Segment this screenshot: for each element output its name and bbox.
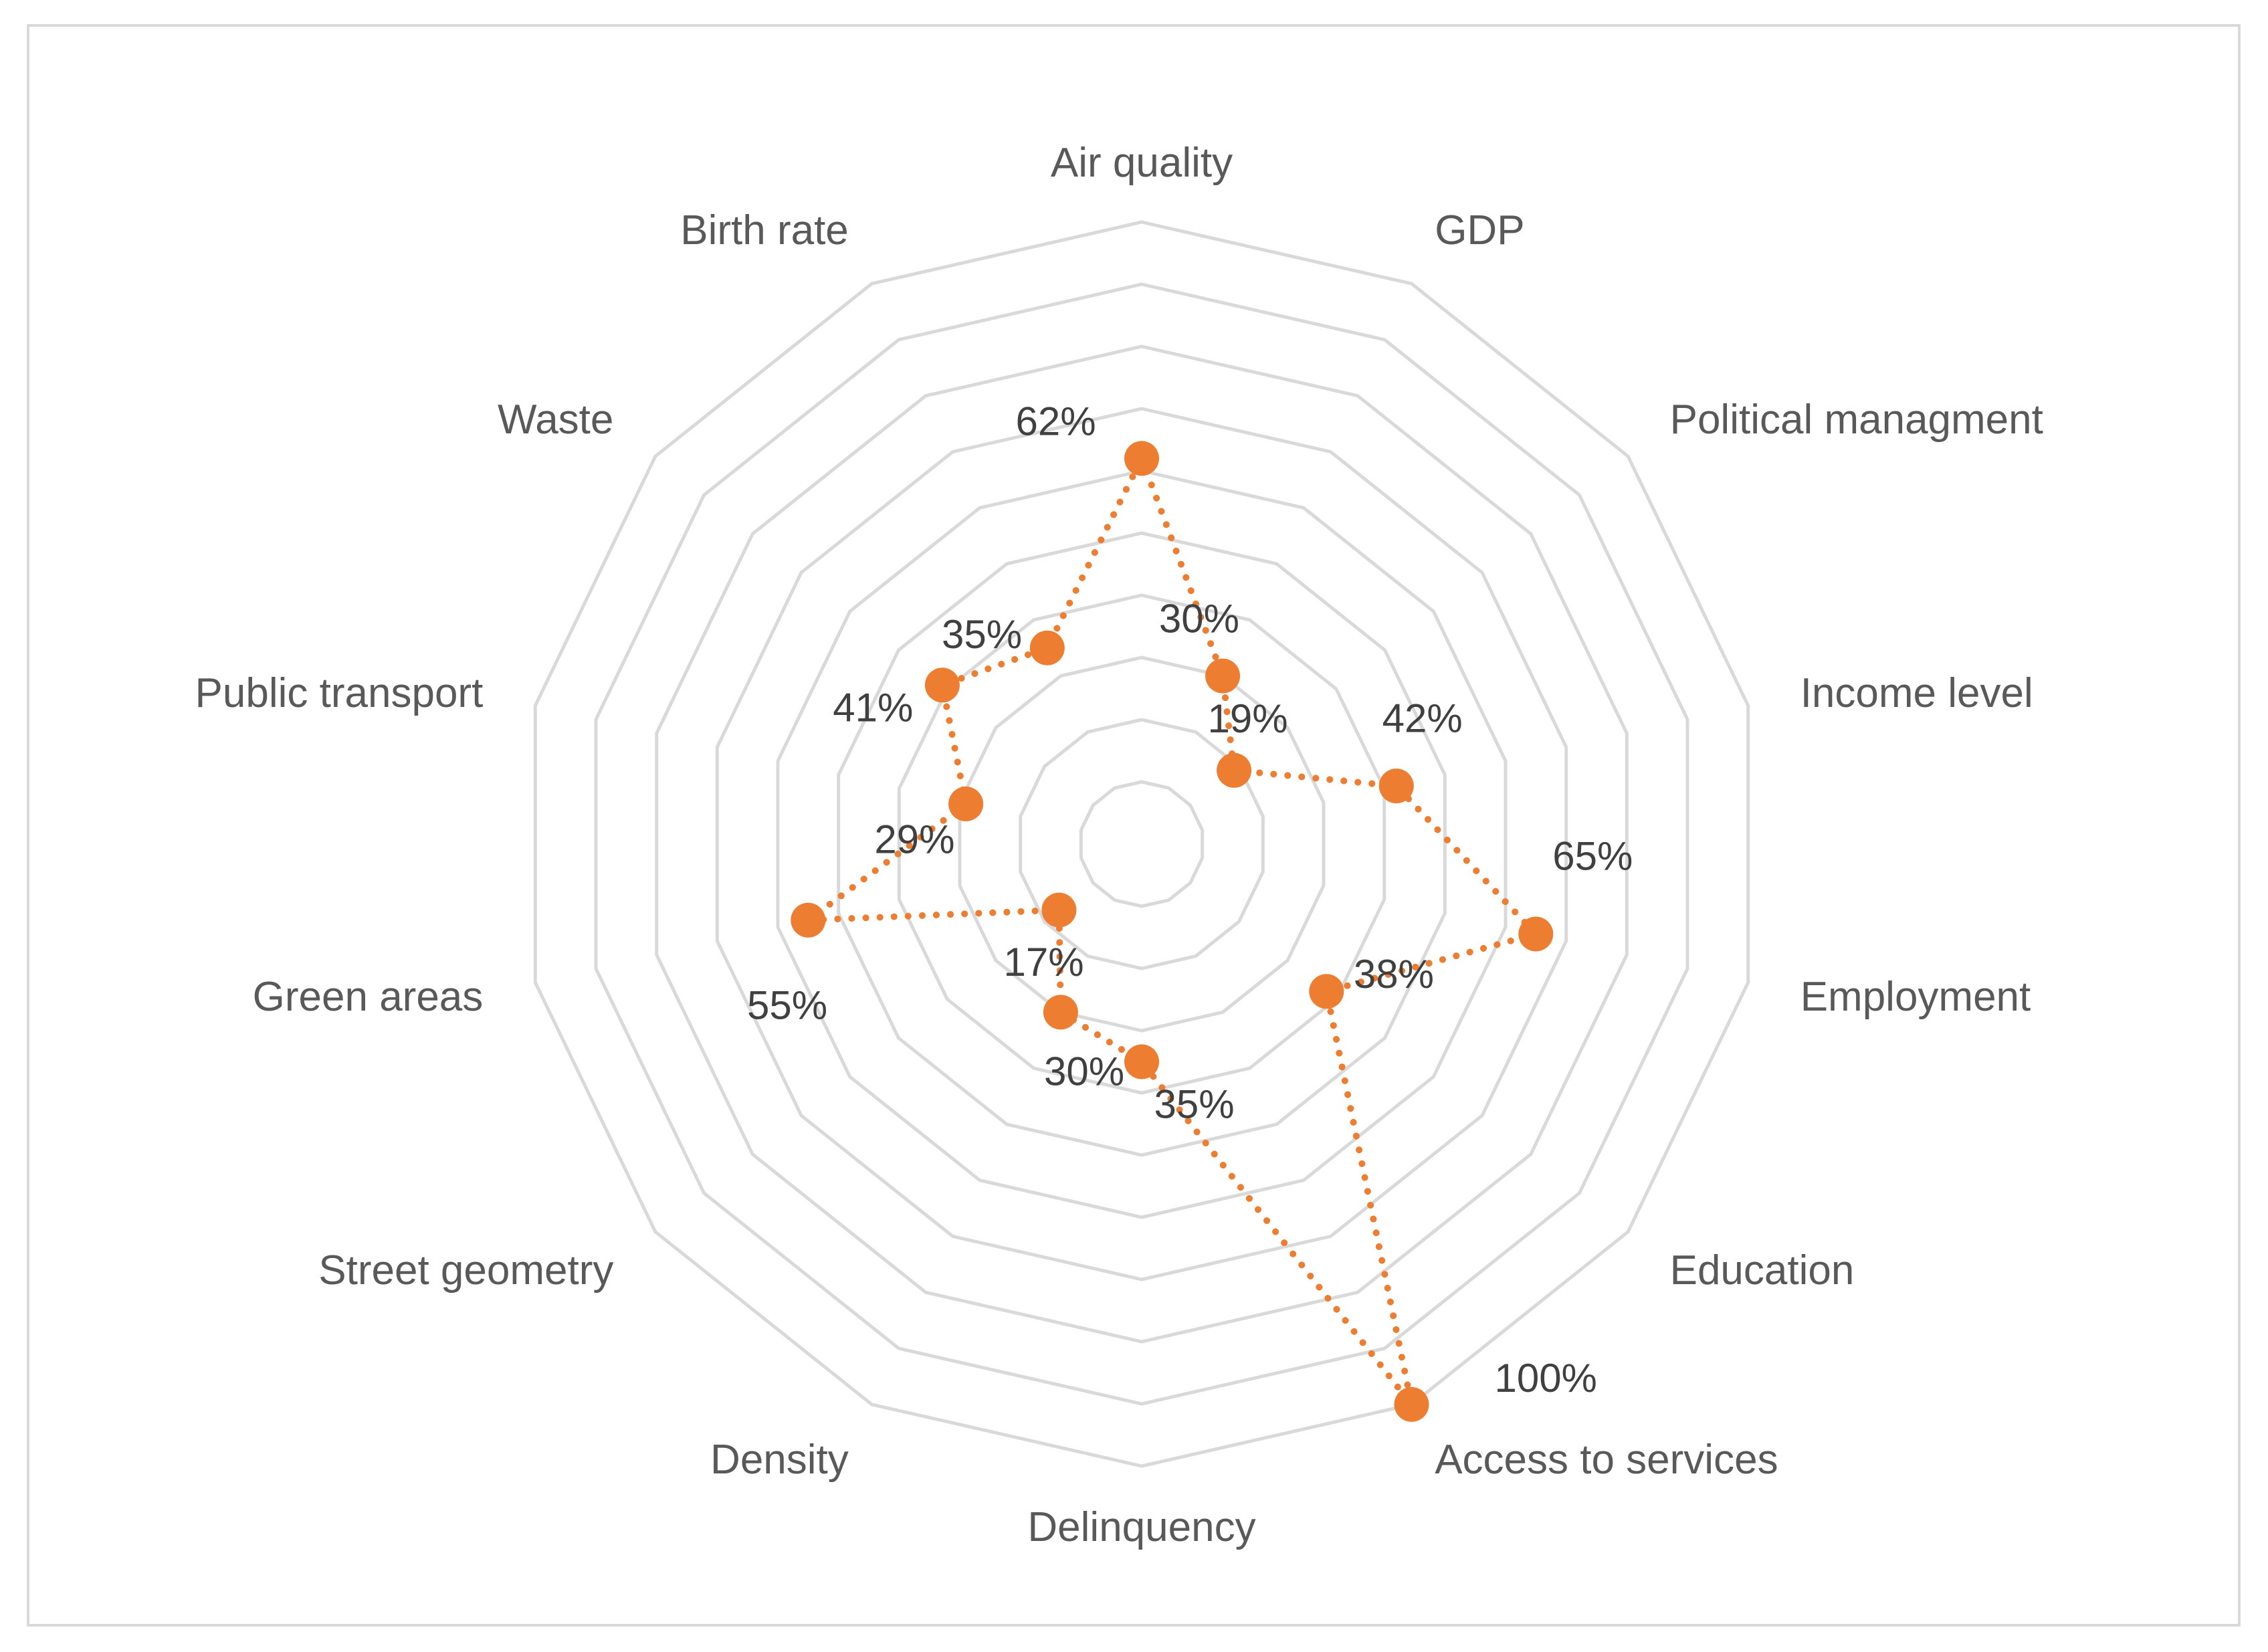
- data-label: 42%: [1382, 696, 1463, 740]
- category-label: Political managment: [1670, 397, 2043, 443]
- data-label: 55%: [747, 983, 827, 1027]
- category-label: Air quality: [1051, 140, 1233, 186]
- data-label: 62%: [1015, 399, 1096, 443]
- data-point-8: [1043, 995, 1078, 1030]
- category-label: Education: [1670, 1247, 1855, 1294]
- data-labels: 62% 30% 19% 42% 65% 38% 100% 35% 30% 17% 55% 29% 41%…: [747, 399, 1633, 1401]
- category-label: Public transport: [195, 670, 484, 716]
- data-point-7: [1124, 1044, 1159, 1079]
- data-label: 29%: [874, 817, 954, 862]
- data-point-6: [1394, 1386, 1429, 1422]
- series-line: [797, 449, 1542, 1407]
- category-label: Birth rate: [680, 207, 849, 253]
- grid-ring-9: [594, 282, 1689, 1406]
- data-label: 41%: [833, 685, 913, 730]
- grid-ring-10: [533, 220, 1750, 1468]
- grid-ring-3: [958, 655, 1326, 1033]
- grid-ring-6: [776, 469, 1508, 1219]
- grid-ring-4: [897, 593, 1386, 1095]
- category-labels: Air quality GDP Political managment Income …: [195, 140, 2043, 1550]
- data-label: 30%: [1159, 597, 1239, 641]
- grid-ring-5: [837, 531, 1447, 1157]
- category-label: Access to services: [1435, 1437, 1778, 1483]
- data-point-12: [924, 667, 960, 703]
- data-point-10: [791, 902, 826, 938]
- data-label: 35%: [942, 612, 1022, 657]
- data-series: [791, 441, 1554, 1422]
- grid-ring-2: [1019, 718, 1265, 970]
- data-label: 19%: [1207, 696, 1287, 741]
- data-point-0: [1124, 441, 1159, 476]
- data-point-5: [1309, 974, 1344, 1009]
- category-label: Income level: [1800, 670, 2033, 716]
- radar-grid: [533, 220, 1750, 1468]
- grid-ring-8: [655, 344, 1629, 1344]
- category-label: GDP: [1435, 207, 1524, 253]
- category-label: Delinquency: [1027, 1504, 1255, 1550]
- data-label: 65%: [1552, 834, 1633, 879]
- chart-area: Air quality GDP Political managment Income …: [27, 24, 2241, 1627]
- data-label: 38%: [1354, 952, 1434, 997]
- data-point-1: [1205, 658, 1241, 694]
- data-label: 35%: [1154, 1082, 1235, 1127]
- grid-ring-7: [715, 407, 1568, 1281]
- data-point-13: [1029, 630, 1065, 665]
- data-point-11: [948, 787, 984, 821]
- category-label: Density: [710, 1437, 849, 1483]
- category-label: Street geometry: [318, 1247, 613, 1294]
- data-label: 30%: [1044, 1049, 1124, 1094]
- radar-chart: Air quality GDP Political managment Income …: [195, 140, 2043, 1550]
- grid-ring-1: [1079, 780, 1205, 908]
- category-label: Waste: [498, 397, 613, 443]
- data-label: 100%: [1494, 1356, 1596, 1401]
- category-label: Employment: [1800, 974, 2031, 1020]
- data-label: 17%: [1003, 940, 1084, 985]
- category-label: Green areas: [253, 974, 484, 1020]
- data-point-3: [1378, 768, 1414, 804]
- data-point-2: [1217, 752, 1252, 788]
- data-point-9: [1041, 892, 1077, 928]
- data-point-4: [1518, 916, 1554, 952]
